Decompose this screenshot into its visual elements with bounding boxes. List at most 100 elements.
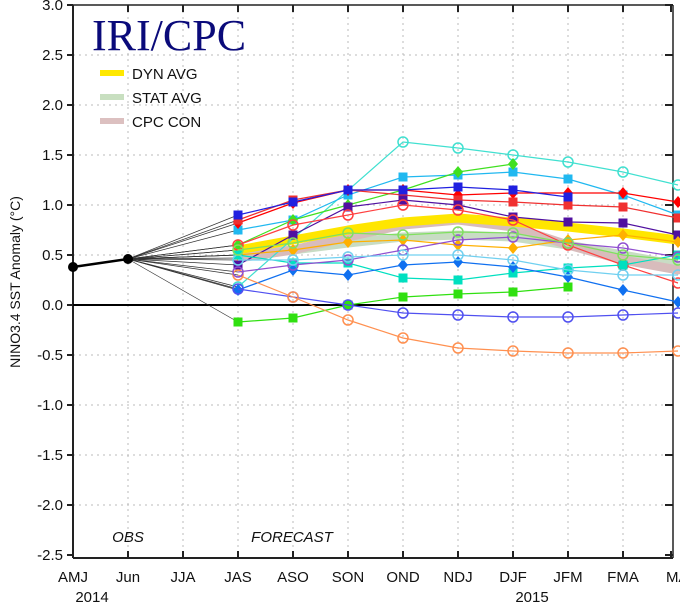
y-tick-label: -0.5 — [37, 347, 63, 364]
model-point — [397, 136, 409, 148]
x-tick-label: MA — [666, 569, 680, 586]
model-point — [672, 277, 680, 289]
x-tick-label: OND — [386, 569, 420, 586]
x-tick-label: JJA — [170, 569, 195, 586]
forecast-connector — [127, 214, 239, 260]
y-tick-label: 1.5 — [42, 147, 63, 164]
model-point — [507, 214, 519, 226]
model-point — [563, 174, 573, 184]
model-point — [508, 287, 518, 297]
model-point — [562, 237, 574, 249]
model-point — [287, 291, 299, 303]
model-point — [672, 307, 680, 319]
model-point — [563, 282, 573, 292]
model-point — [343, 185, 353, 195]
model-point — [232, 283, 244, 295]
model-point — [452, 309, 464, 321]
model-point — [288, 313, 298, 323]
model-point — [508, 167, 518, 177]
model-line — [237, 163, 514, 246]
chart-title: IRI/CPC — [92, 11, 246, 60]
model-point — [617, 242, 629, 254]
model-point — [398, 259, 408, 271]
y-tick-label: 0.0 — [42, 297, 63, 314]
y-tick-label: 1.0 — [42, 197, 63, 214]
x-tick-label: NDJ — [443, 569, 472, 586]
model-point — [618, 202, 628, 212]
x-tick-label: SON — [332, 569, 365, 586]
model-point — [342, 209, 354, 221]
model-point — [342, 254, 354, 266]
x-tick-label: FMA — [607, 569, 639, 586]
model-point — [673, 230, 680, 240]
model-point — [343, 236, 353, 248]
y-tick-label: -1.0 — [37, 397, 63, 414]
model-point — [563, 192, 573, 202]
model-point — [673, 213, 680, 223]
model-point — [617, 166, 629, 178]
model-point — [343, 258, 353, 268]
model-point — [452, 142, 464, 154]
model-point — [562, 347, 574, 359]
forecast-connector — [127, 219, 239, 260]
model-point — [288, 197, 298, 207]
model-point — [562, 156, 574, 168]
year-label: 2014 — [75, 589, 108, 606]
forecast-label: FORECAST — [251, 529, 335, 546]
model-point — [397, 199, 409, 211]
observed-line — [72, 257, 129, 269]
model-point — [672, 179, 680, 191]
model-point — [233, 225, 243, 235]
model-point — [398, 273, 408, 283]
model-point — [287, 219, 299, 231]
model-point — [452, 249, 464, 261]
forecast-connector — [127, 257, 239, 260]
year-label: 2015 — [515, 589, 548, 606]
model-point — [342, 314, 354, 326]
model-point — [397, 332, 409, 344]
model-point — [342, 299, 354, 311]
model-point — [233, 317, 243, 327]
model-point — [288, 230, 298, 240]
model-point — [507, 311, 519, 323]
model-point — [397, 307, 409, 319]
model-point — [508, 197, 518, 207]
model-point — [397, 229, 409, 241]
model-point — [672, 254, 680, 266]
model-point — [287, 237, 299, 249]
model-point — [453, 182, 463, 192]
model-point — [508, 185, 518, 195]
forecast-connector — [127, 258, 239, 276]
model-point — [563, 263, 573, 273]
model-point — [508, 242, 518, 254]
model-point — [507, 254, 519, 266]
model-point — [507, 231, 519, 243]
y-tick-label: 2.5 — [42, 47, 63, 64]
model-point — [618, 187, 628, 199]
model-point — [508, 212, 518, 222]
model-point — [617, 309, 629, 321]
model-point — [618, 284, 628, 296]
model-point — [618, 229, 628, 241]
x-tick-label: JAS — [224, 569, 252, 586]
model-point — [507, 345, 519, 357]
forecast-connector — [127, 229, 239, 260]
model-point — [397, 249, 409, 261]
avg-line-dyn-avg — [233, 213, 680, 255]
model-line — [237, 231, 679, 261]
legend-label: CPC CON — [132, 114, 201, 131]
forecast-connector — [127, 258, 239, 323]
model-point — [398, 172, 408, 182]
model-point — [562, 311, 574, 323]
y-tick-label: -2.0 — [37, 497, 63, 514]
model-point — [562, 264, 574, 276]
model-line — [237, 288, 679, 318]
model-line — [237, 204, 679, 284]
observed-point — [68, 262, 78, 272]
model-point — [673, 236, 680, 248]
model-point — [287, 254, 299, 266]
model-point — [398, 190, 408, 200]
obs-label: OBS — [112, 529, 144, 546]
model-point — [453, 166, 463, 178]
model-point — [672, 345, 680, 357]
